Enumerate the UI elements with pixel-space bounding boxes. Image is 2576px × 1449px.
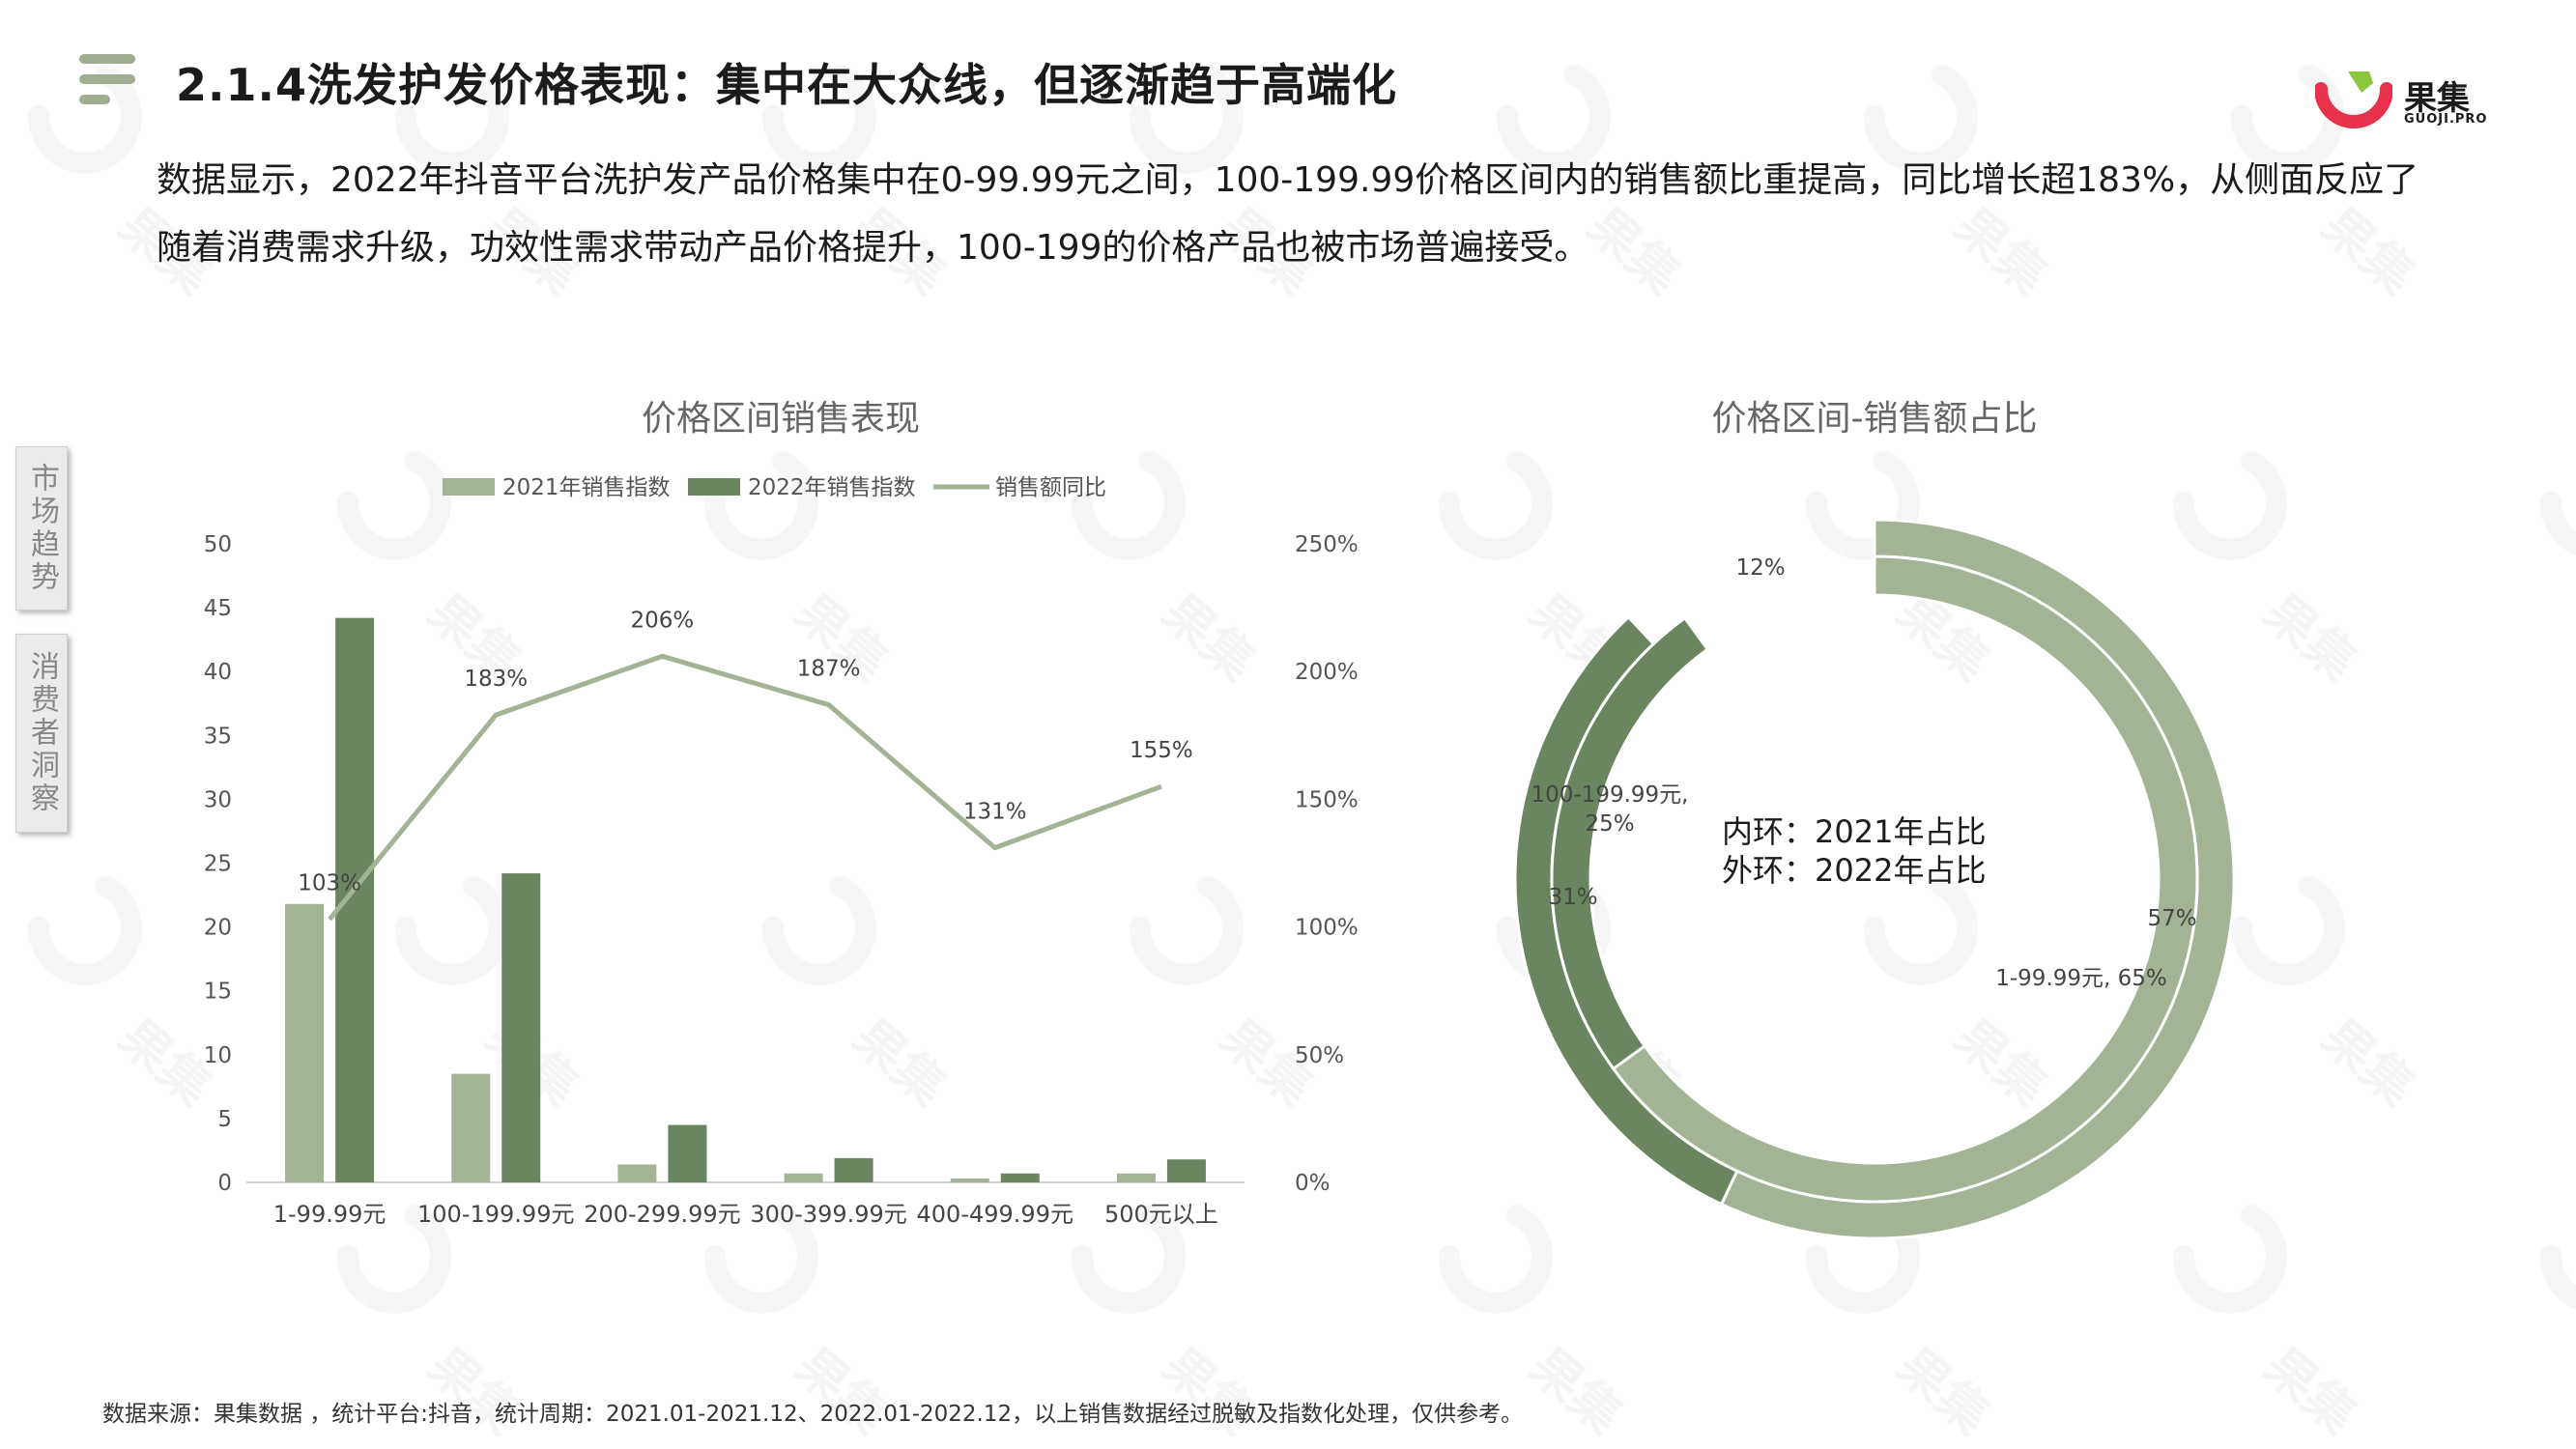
yoy-data-label: 131%: [963, 800, 1027, 825]
bar-2022: [1166, 1159, 1206, 1182]
inner-ring-label-100-199-line2: 25%: [1585, 811, 1634, 837]
donut-center-line-1: 内环：2021年占比: [1722, 813, 1986, 850]
menu-icon: [79, 54, 135, 104]
y-left-tick-label: 50: [204, 532, 232, 557]
bar-2022: [1000, 1173, 1040, 1182]
y-left-tick-label: 25: [204, 852, 232, 877]
y-left-tick-label: 40: [204, 660, 232, 685]
page-title: 2.1.4洗发护发价格表现：集中在大众线，但逐渐趋于高端化: [176, 59, 1397, 111]
legend-label-yoy: 销售额同比: [995, 475, 1106, 500]
y-right-tick-label: 0%: [1295, 1171, 1331, 1196]
y-left-tick-label: 0: [217, 1171, 232, 1196]
data-source-footnote: 数据来源：果集数据 ，统计平台:抖音，统计周期：2021.01-2021.12、…: [102, 1402, 1524, 1427]
side-tab-consumer-insight[interactable]: 消费者洞察: [15, 634, 68, 833]
yoy-data-label: 103%: [298, 871, 361, 896]
outer-ring-label-other: 12%: [1735, 555, 1785, 581]
x-tick-label: 400-499.99元: [917, 1201, 1073, 1228]
y-right-tick-label: 50%: [1295, 1043, 1344, 1068]
bar-2021: [285, 903, 325, 1182]
outer-ring-label-1-99: 57%: [2147, 906, 2196, 931]
logo-text: 果集: [2404, 79, 2470, 118]
yoy-line: [328, 653, 1162, 922]
yoy-data-label: 155%: [1130, 738, 1193, 763]
x-tick-label: 1-99.99元: [273, 1201, 386, 1228]
inner-ring-label-1-99: 1-99.99元, 65%: [1995, 966, 2167, 991]
y-left-tick-label: 45: [204, 596, 232, 621]
bar-2021: [784, 1173, 823, 1182]
legend-label-2021: 2021年销售指数: [502, 475, 671, 500]
legend-swatch-2021: [443, 478, 495, 496]
bar-2022: [501, 873, 541, 1182]
legend-swatch-2022: [688, 478, 740, 496]
outer-ring-label-100-199: 31%: [1548, 885, 1597, 910]
y-left-tick-label: 30: [204, 787, 232, 812]
y-right-tick-label: 150%: [1295, 787, 1359, 812]
y-left-tick-label: 20: [204, 916, 232, 941]
logo-subtext: GUOJI.PRO: [2404, 112, 2488, 127]
bar-2022: [668, 1124, 707, 1182]
y-left-tick-label: 15: [204, 980, 232, 1005]
bar-chart-legend: 2021年销售指数 2022年销售指数 销售额同比: [443, 475, 1106, 500]
bar-2022: [834, 1157, 873, 1182]
x-tick-label: 500元以上: [1104, 1201, 1218, 1228]
legend-label-2022: 2022年销售指数: [748, 475, 916, 500]
logo-mark-icon: [2314, 71, 2393, 128]
inner-ring-label-100-199-line1: 100-199.99元,: [1531, 782, 1689, 808]
yoy-data-label: 206%: [631, 608, 695, 633]
donut-center-line-2: 外环：2022年占比: [1722, 852, 1986, 889]
logo: 果集 GUOJI.PRO: [2314, 70, 2486, 131]
bar-2022: [335, 617, 375, 1182]
side-tab-market-trend[interactable]: 市场趋势: [15, 446, 68, 611]
y-left-tick-label: 35: [204, 724, 232, 749]
intro-paragraph: 数据显示，2022年抖音平台洗护发产品价格集中在0-99.99元之间，100-1…: [157, 160, 2419, 268]
yoy-data-label: 183%: [464, 667, 528, 692]
bar-2021: [1116, 1173, 1156, 1182]
inner-ring-slice: [1550, 615, 1710, 1071]
yoy-data-label: 187%: [797, 657, 861, 682]
y-right-tick-label: 250%: [1295, 532, 1359, 557]
inner-ring-slice: [1611, 554, 2199, 1204]
y-right-tick-label: 200%: [1295, 660, 1359, 685]
bar-2021: [451, 1073, 491, 1182]
donut-chart-title: 价格区间-销售额占比: [1712, 399, 2038, 439]
bar-chart-title: 价格区间销售表现: [642, 399, 920, 439]
bar-2021: [617, 1164, 657, 1182]
x-tick-label: 100-199.99元: [417, 1201, 574, 1228]
y-left-tick-label: 5: [217, 1107, 232, 1132]
bar-2021: [950, 1179, 989, 1182]
x-tick-label: 200-299.99元: [584, 1201, 740, 1228]
y-left-tick-label: 10: [204, 1043, 232, 1068]
y-right-tick-label: 100%: [1295, 916, 1359, 941]
x-tick-label: 300-399.99元: [750, 1201, 906, 1228]
